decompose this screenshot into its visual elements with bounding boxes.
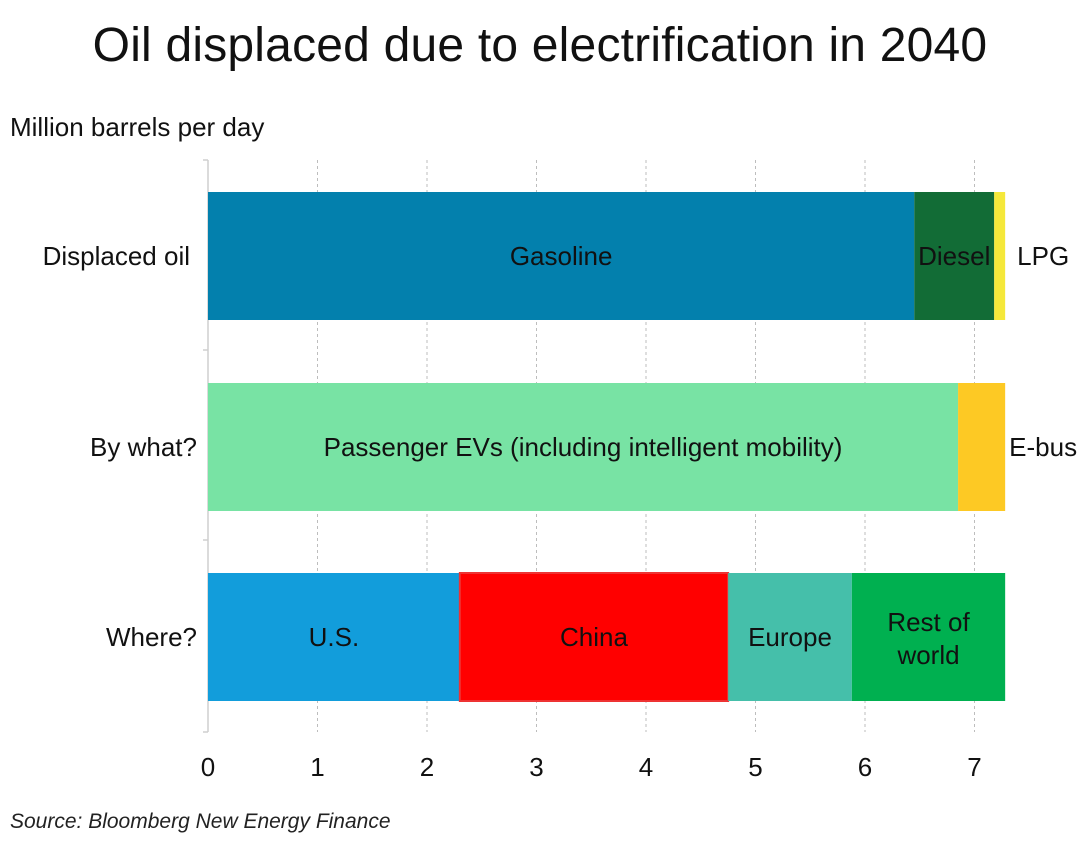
- category-label: Where?: [106, 622, 197, 652]
- bar-segment: [958, 383, 1006, 511]
- bar-segment: [914, 192, 995, 320]
- segment-label: E-bus: [1009, 432, 1077, 462]
- x-tick-label: 5: [748, 752, 762, 782]
- segment-label: Europe: [748, 622, 832, 652]
- x-tick-label: 0: [201, 752, 215, 782]
- x-tick-label: 3: [529, 752, 543, 782]
- bar-segment: [851, 573, 1006, 701]
- x-tick-label: 7: [967, 752, 981, 782]
- x-tick-label: 6: [858, 752, 872, 782]
- bar-segment: [208, 192, 915, 320]
- bar-segment: [728, 573, 852, 701]
- segment-label: Gasoline: [510, 241, 613, 271]
- segment-label: Passenger EVs (including intelligent mob…: [324, 432, 843, 462]
- source-note: Source: Bloomberg New Energy Finance: [10, 810, 391, 833]
- x-tick-label: 2: [420, 752, 434, 782]
- segment-label: U.S.: [309, 622, 360, 652]
- bar-segment: [208, 573, 460, 701]
- segment-label: Diesel: [918, 241, 990, 271]
- x-tick-label: 4: [639, 752, 653, 782]
- segment-label: Rest of world: [887, 607, 970, 670]
- bar-segment: [208, 383, 959, 511]
- x-tick-label: 1: [310, 752, 324, 782]
- segment-label: LPG: [1017, 241, 1069, 271]
- category-label: By what?: [90, 432, 197, 462]
- units-label: Million barrels per day: [10, 112, 265, 142]
- category-label: Displaced oil: [43, 241, 190, 271]
- chart-title: Oil displaced due to electrification in …: [92, 19, 988, 72]
- bar-segment: [994, 192, 1006, 320]
- segment-label: China: [560, 622, 628, 652]
